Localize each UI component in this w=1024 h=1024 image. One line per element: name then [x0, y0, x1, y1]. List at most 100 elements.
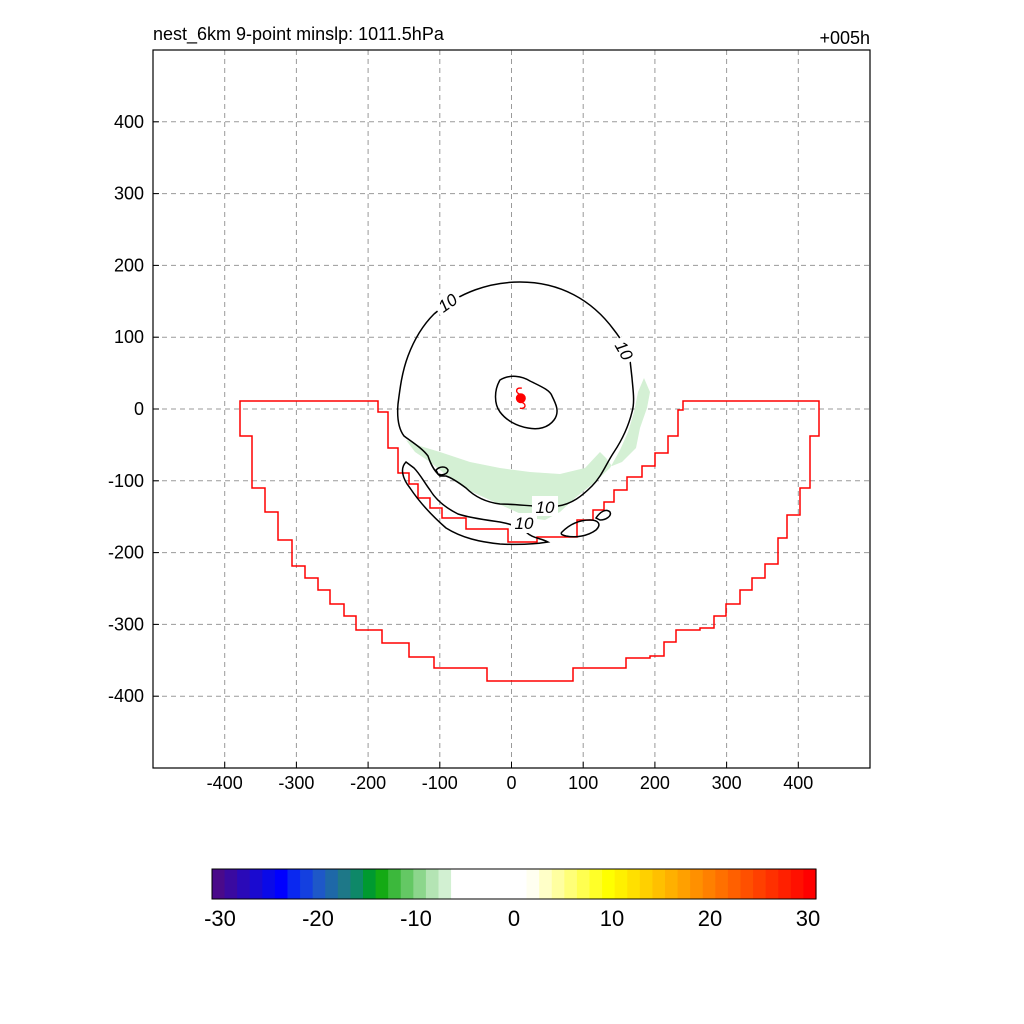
colorbar-swatch	[212, 869, 226, 899]
colorbar-swatch	[514, 869, 528, 899]
colorbar-swatch	[639, 869, 654, 899]
contour-label-bg	[532, 496, 558, 516]
y-tick-label: -200	[108, 543, 144, 563]
colorbar-swatch	[652, 869, 666, 899]
contour-small-loop-left	[435, 466, 449, 476]
contour-label-bg	[511, 513, 537, 533]
colorbar-swatch	[262, 869, 276, 899]
colorbar-swatch	[614, 869, 628, 899]
colorbar-tick-labels: -30 -20 -10 0 10 20 30	[204, 906, 820, 931]
hurricane-center-icon	[515, 387, 526, 410]
colorbar-swatch	[803, 869, 817, 899]
colorbar-swatch	[690, 869, 704, 899]
colorbar-swatch	[778, 869, 792, 899]
contour-lower-arc	[401, 461, 551, 546]
contour-label-lower: 10	[536, 498, 555, 517]
colorbar-swatch	[790, 869, 805, 899]
colorbar-frame	[211, 868, 817, 900]
colorbar-swatch	[576, 869, 591, 899]
x-tick-label: -100	[422, 773, 458, 793]
y-tick-label: 200	[114, 255, 144, 275]
storm-swirl-top	[515, 387, 522, 395]
colorbar-tick-label: 20	[698, 906, 722, 931]
colorbar-tick-label: -30	[204, 906, 236, 931]
colorbar-swatch	[753, 869, 767, 899]
colorbar-swatch	[488, 869, 503, 899]
colorbar-swatch	[388, 869, 402, 899]
forecast-hour-label: +005h	[819, 28, 870, 48]
colorbar-swatch	[765, 869, 779, 899]
x-tick-label: 100	[568, 773, 598, 793]
colorbar-swatch	[451, 869, 465, 899]
y-axis-tick-labels: 400 300 200 100 0 -100 -200 -300 -400	[108, 112, 159, 706]
colorbar-swatch	[438, 869, 452, 899]
x-tick-label: -400	[207, 773, 243, 793]
colorbar-swatch	[727, 869, 742, 899]
x-tick-label: 300	[712, 773, 742, 793]
storm-center-dot	[515, 393, 526, 404]
x-axis-tick-labels: -400 -300 -200 -100 0 100 200 300 400	[207, 762, 813, 793]
contour-inner-loop	[494, 375, 558, 430]
plot-frame	[152, 49, 871, 769]
colorbar-swatch	[627, 869, 641, 899]
chart-title: nest_6km 9-point minslp: 1011.5hPa	[153, 24, 445, 45]
negative-shading-region	[406, 378, 650, 520]
colorbar-swatch	[249, 869, 263, 899]
colorbar-swatch	[526, 869, 540, 899]
colorbar-swatch	[740, 869, 754, 899]
y-tick-label: 0	[134, 399, 144, 419]
colorbar-swatch	[589, 869, 603, 899]
colorbar-swatch	[237, 869, 251, 899]
contour-label-bg	[430, 286, 464, 318]
colorbar	[211, 868, 817, 900]
y-tick-label: -100	[108, 471, 144, 491]
colorbar-tick-label: 0	[508, 906, 520, 931]
colorbar-swatch	[325, 869, 339, 899]
contour-label-bg	[609, 333, 641, 367]
colorbar-swatch	[715, 869, 729, 899]
y-tick-label: -300	[108, 614, 144, 634]
colorbar-swatch	[413, 869, 427, 899]
storm-swirl-bottom	[519, 401, 526, 410]
colorbar-swatch	[665, 869, 679, 899]
colorbar-tick-label: 10	[600, 906, 624, 931]
x-tick-label: -200	[350, 773, 386, 793]
colorbar-swatch	[400, 869, 414, 899]
colorbar-swatch	[463, 869, 477, 899]
contour-small-loop-right	[560, 519, 600, 538]
colorbar-swatch	[425, 869, 440, 899]
y-tick-label: 400	[114, 112, 144, 132]
colorbar-swatch	[375, 869, 389, 899]
colorbar-swatch	[476, 869, 490, 899]
grid-lines	[153, 50, 870, 768]
contour-small-loop-far-right	[594, 509, 612, 521]
colorbar-swatch	[350, 869, 364, 899]
colorbar-swatch	[501, 869, 515, 899]
y-tick-label: 300	[114, 184, 144, 204]
colorbar-swatch	[337, 869, 352, 899]
colorbar-swatch	[274, 869, 289, 899]
colorbar-swatch	[677, 869, 691, 899]
colorbar-tick-label: -20	[302, 906, 334, 931]
colorbar-tick-label: 30	[796, 906, 820, 931]
colorbar-swatch	[602, 869, 616, 899]
colorbar-swatch	[564, 869, 578, 899]
colorbar-swatch	[539, 869, 553, 899]
colorbar-swatch	[312, 869, 326, 899]
y-tick-label: 100	[114, 327, 144, 347]
contour-label-bottom: 10	[515, 514, 534, 533]
x-tick-label: 400	[783, 773, 813, 793]
colorbar-swatch	[287, 869, 301, 899]
colorbar-tick-label: -10	[400, 906, 432, 931]
colorbar-swatch	[224, 869, 238, 899]
y-tick-label: -400	[108, 686, 144, 706]
x-tick-label: -300	[278, 773, 314, 793]
domain-boundary	[239, 400, 820, 682]
x-tick-label: 200	[640, 773, 670, 793]
colorbar-swatch	[300, 869, 314, 899]
colorbar-swatch	[702, 869, 716, 899]
x-tick-label: 0	[506, 773, 516, 793]
colorbar-swatch	[363, 869, 377, 899]
colorbar-swatch	[551, 869, 565, 899]
